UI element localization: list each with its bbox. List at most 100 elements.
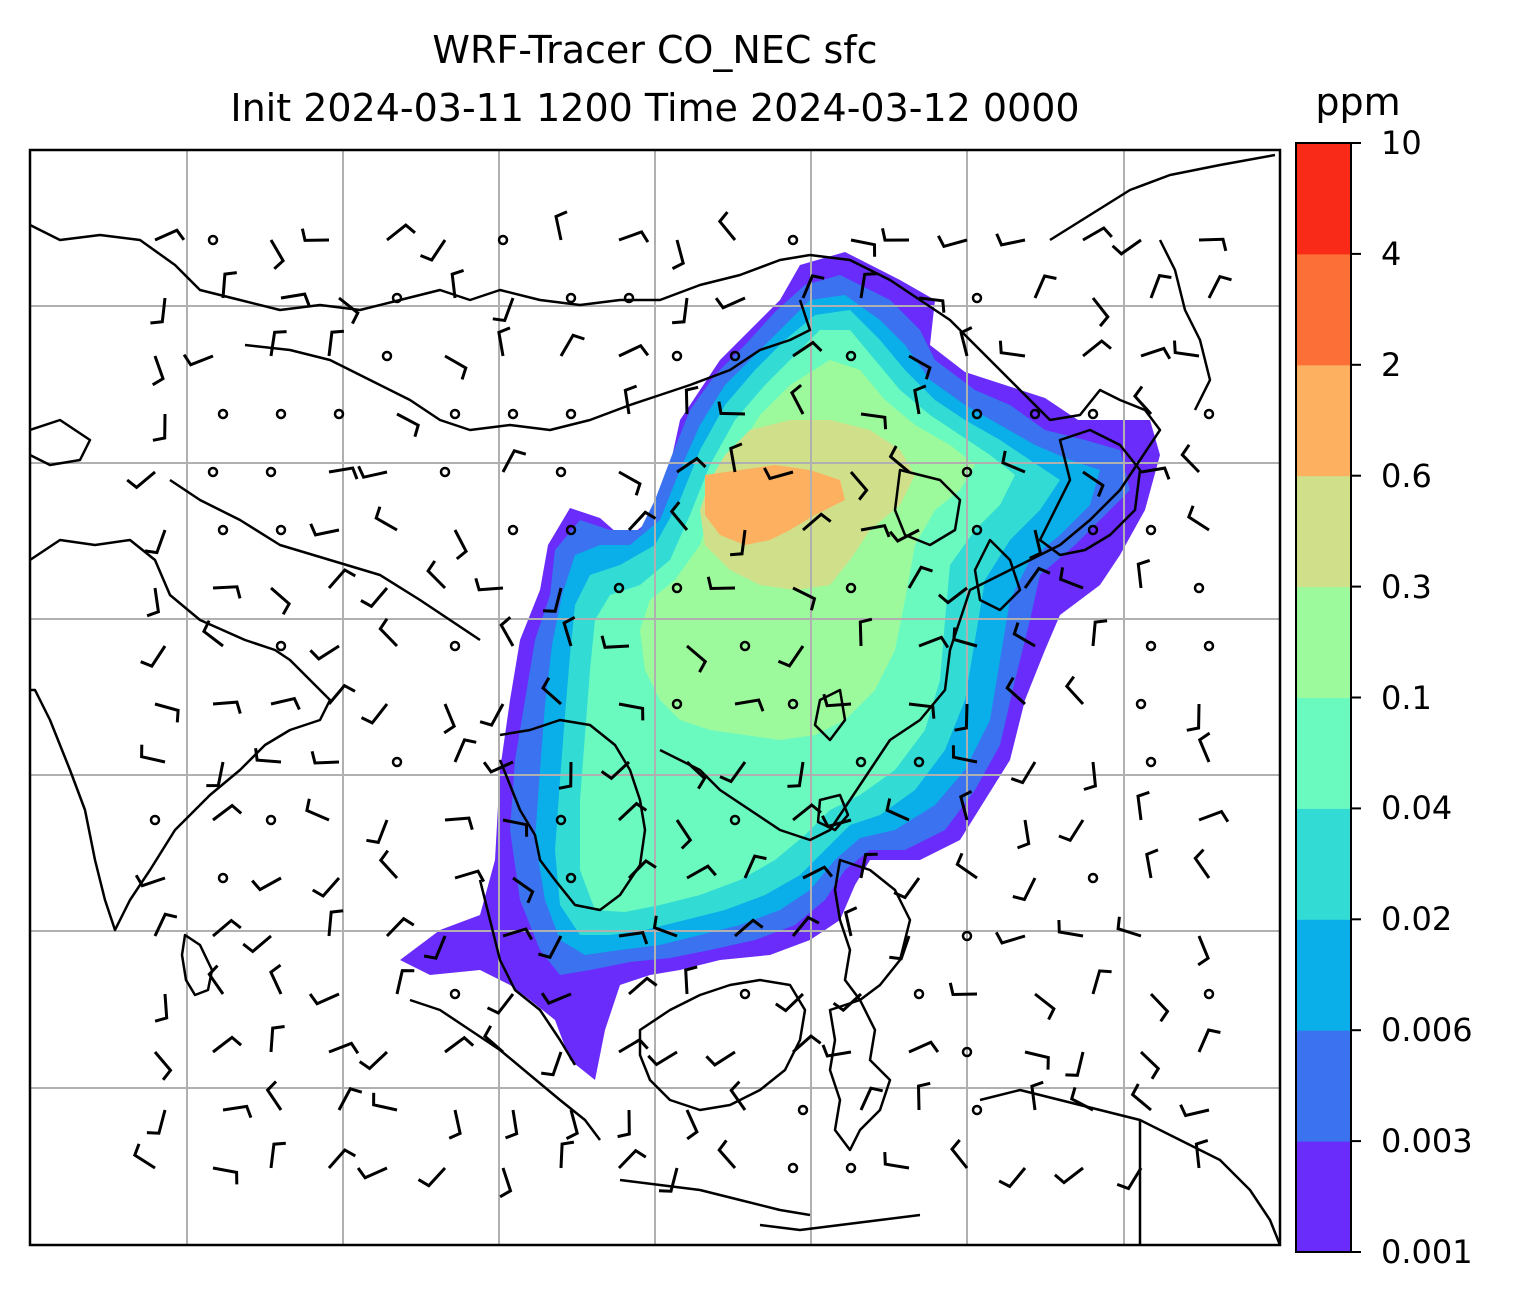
colorbar-tick-label: 0.6 xyxy=(1381,456,1432,495)
wind-barb xyxy=(1145,848,1159,879)
wind-barb xyxy=(676,456,707,474)
wind-barb xyxy=(729,1080,747,1111)
wind-barb xyxy=(684,385,699,415)
wind-barb xyxy=(600,635,630,649)
wind-barb xyxy=(790,383,805,415)
wind-barb xyxy=(885,798,910,822)
wind-barb xyxy=(1057,919,1084,938)
wind-barb xyxy=(443,703,457,735)
wind-barb xyxy=(801,274,825,299)
colorbar-segment xyxy=(1296,253,1351,366)
wind-barb xyxy=(860,524,891,538)
wind-barb xyxy=(729,529,747,557)
coast-japan xyxy=(1038,428,1142,557)
calm-wind-marker xyxy=(739,640,751,652)
calm-wind-marker xyxy=(1087,872,1099,884)
wind-barb xyxy=(308,992,340,1006)
wind-barb xyxy=(486,993,515,1015)
wind-barb xyxy=(132,1143,156,1170)
calm-wind-marker xyxy=(275,640,287,652)
wind-barb xyxy=(994,931,1026,945)
wind-barb xyxy=(126,470,156,490)
wind-barb xyxy=(918,635,950,649)
wind-barb xyxy=(1091,619,1108,647)
wind-barb xyxy=(360,587,389,609)
wind-barb xyxy=(658,1167,679,1193)
wind-barb xyxy=(717,211,737,241)
wind-barb xyxy=(269,239,286,270)
wind-barb xyxy=(328,1041,360,1055)
colorbar-tick-label: 0.003 xyxy=(1381,1122,1473,1161)
wind-barb xyxy=(562,615,576,647)
wind-barb xyxy=(269,330,287,357)
calm-wind-marker xyxy=(217,524,229,536)
colorbar-segment xyxy=(1296,697,1351,809)
wind-barb xyxy=(792,1034,822,1054)
wind-barb xyxy=(913,384,927,415)
wind-barb xyxy=(1140,346,1172,360)
wind-barb xyxy=(280,292,311,306)
wind-barb xyxy=(358,1050,389,1071)
wind-barb xyxy=(541,676,562,706)
colorbar-tick-label: 0.006 xyxy=(1381,1011,1473,1050)
calm-wind-marker xyxy=(1203,988,1215,1000)
islands-lesser-sunda xyxy=(759,1213,921,1232)
wind-barb xyxy=(937,235,968,249)
wind-barb xyxy=(1029,529,1043,560)
wind-barb xyxy=(1082,339,1112,358)
wind-barb xyxy=(714,296,746,310)
calm-wind-marker xyxy=(507,524,519,536)
wind-barb xyxy=(395,969,415,995)
wind-barb xyxy=(717,401,746,416)
colorbar-segment xyxy=(1296,1030,1351,1142)
wind-barb xyxy=(360,703,389,725)
calm-wind-marker xyxy=(217,408,229,420)
wind-barb xyxy=(623,384,638,415)
wind-barb xyxy=(453,738,477,763)
wind-barb xyxy=(479,703,505,727)
wind-barb xyxy=(1069,1086,1094,1112)
wind-barb xyxy=(504,1109,519,1140)
coast-russia-far-east xyxy=(1049,153,1276,242)
wind-barb xyxy=(385,916,415,938)
wind-barb xyxy=(792,803,822,822)
wind-barb xyxy=(207,964,225,995)
wind-barb xyxy=(134,874,166,888)
islands-philippines xyxy=(833,858,912,1002)
wind-barb xyxy=(251,876,282,892)
wind-barb xyxy=(474,577,504,592)
wind-barb xyxy=(618,230,650,243)
colorbar-tick-label: 10 xyxy=(1381,124,1422,162)
calm-wind-marker xyxy=(333,408,345,420)
colorbar-segment xyxy=(1296,475,1351,588)
wind-barb xyxy=(558,761,573,790)
wind-barb xyxy=(327,568,357,589)
wind-barb xyxy=(959,326,973,357)
wind-barb xyxy=(1030,1080,1044,1111)
wind-barb xyxy=(1083,761,1098,791)
wind-barb xyxy=(269,963,283,995)
calm-wind-marker xyxy=(449,408,461,420)
wind-barb xyxy=(202,619,224,648)
wind-barb xyxy=(888,528,920,543)
island-borneo xyxy=(638,978,807,1112)
calm-wind-marker xyxy=(149,814,161,826)
wind-barb xyxy=(686,864,717,880)
wind-barb xyxy=(705,1050,736,1067)
wind-barb xyxy=(1116,916,1142,938)
calm-wind-marker xyxy=(1203,408,1215,420)
wind-barb xyxy=(497,326,511,357)
wind-barb xyxy=(537,935,563,960)
wind-barb xyxy=(212,1035,243,1054)
island-java xyxy=(619,1178,811,1217)
wind-barb xyxy=(212,1166,239,1185)
wind-barb xyxy=(1193,848,1211,879)
wind-barbs xyxy=(126,210,1232,1199)
calm-wind-marker xyxy=(971,1104,983,1116)
wind-barb xyxy=(1091,969,1112,995)
wind-barb xyxy=(154,993,169,1023)
calm-wind-marker xyxy=(381,350,393,362)
wind-barb xyxy=(617,801,648,822)
wind-barb xyxy=(1180,443,1201,474)
